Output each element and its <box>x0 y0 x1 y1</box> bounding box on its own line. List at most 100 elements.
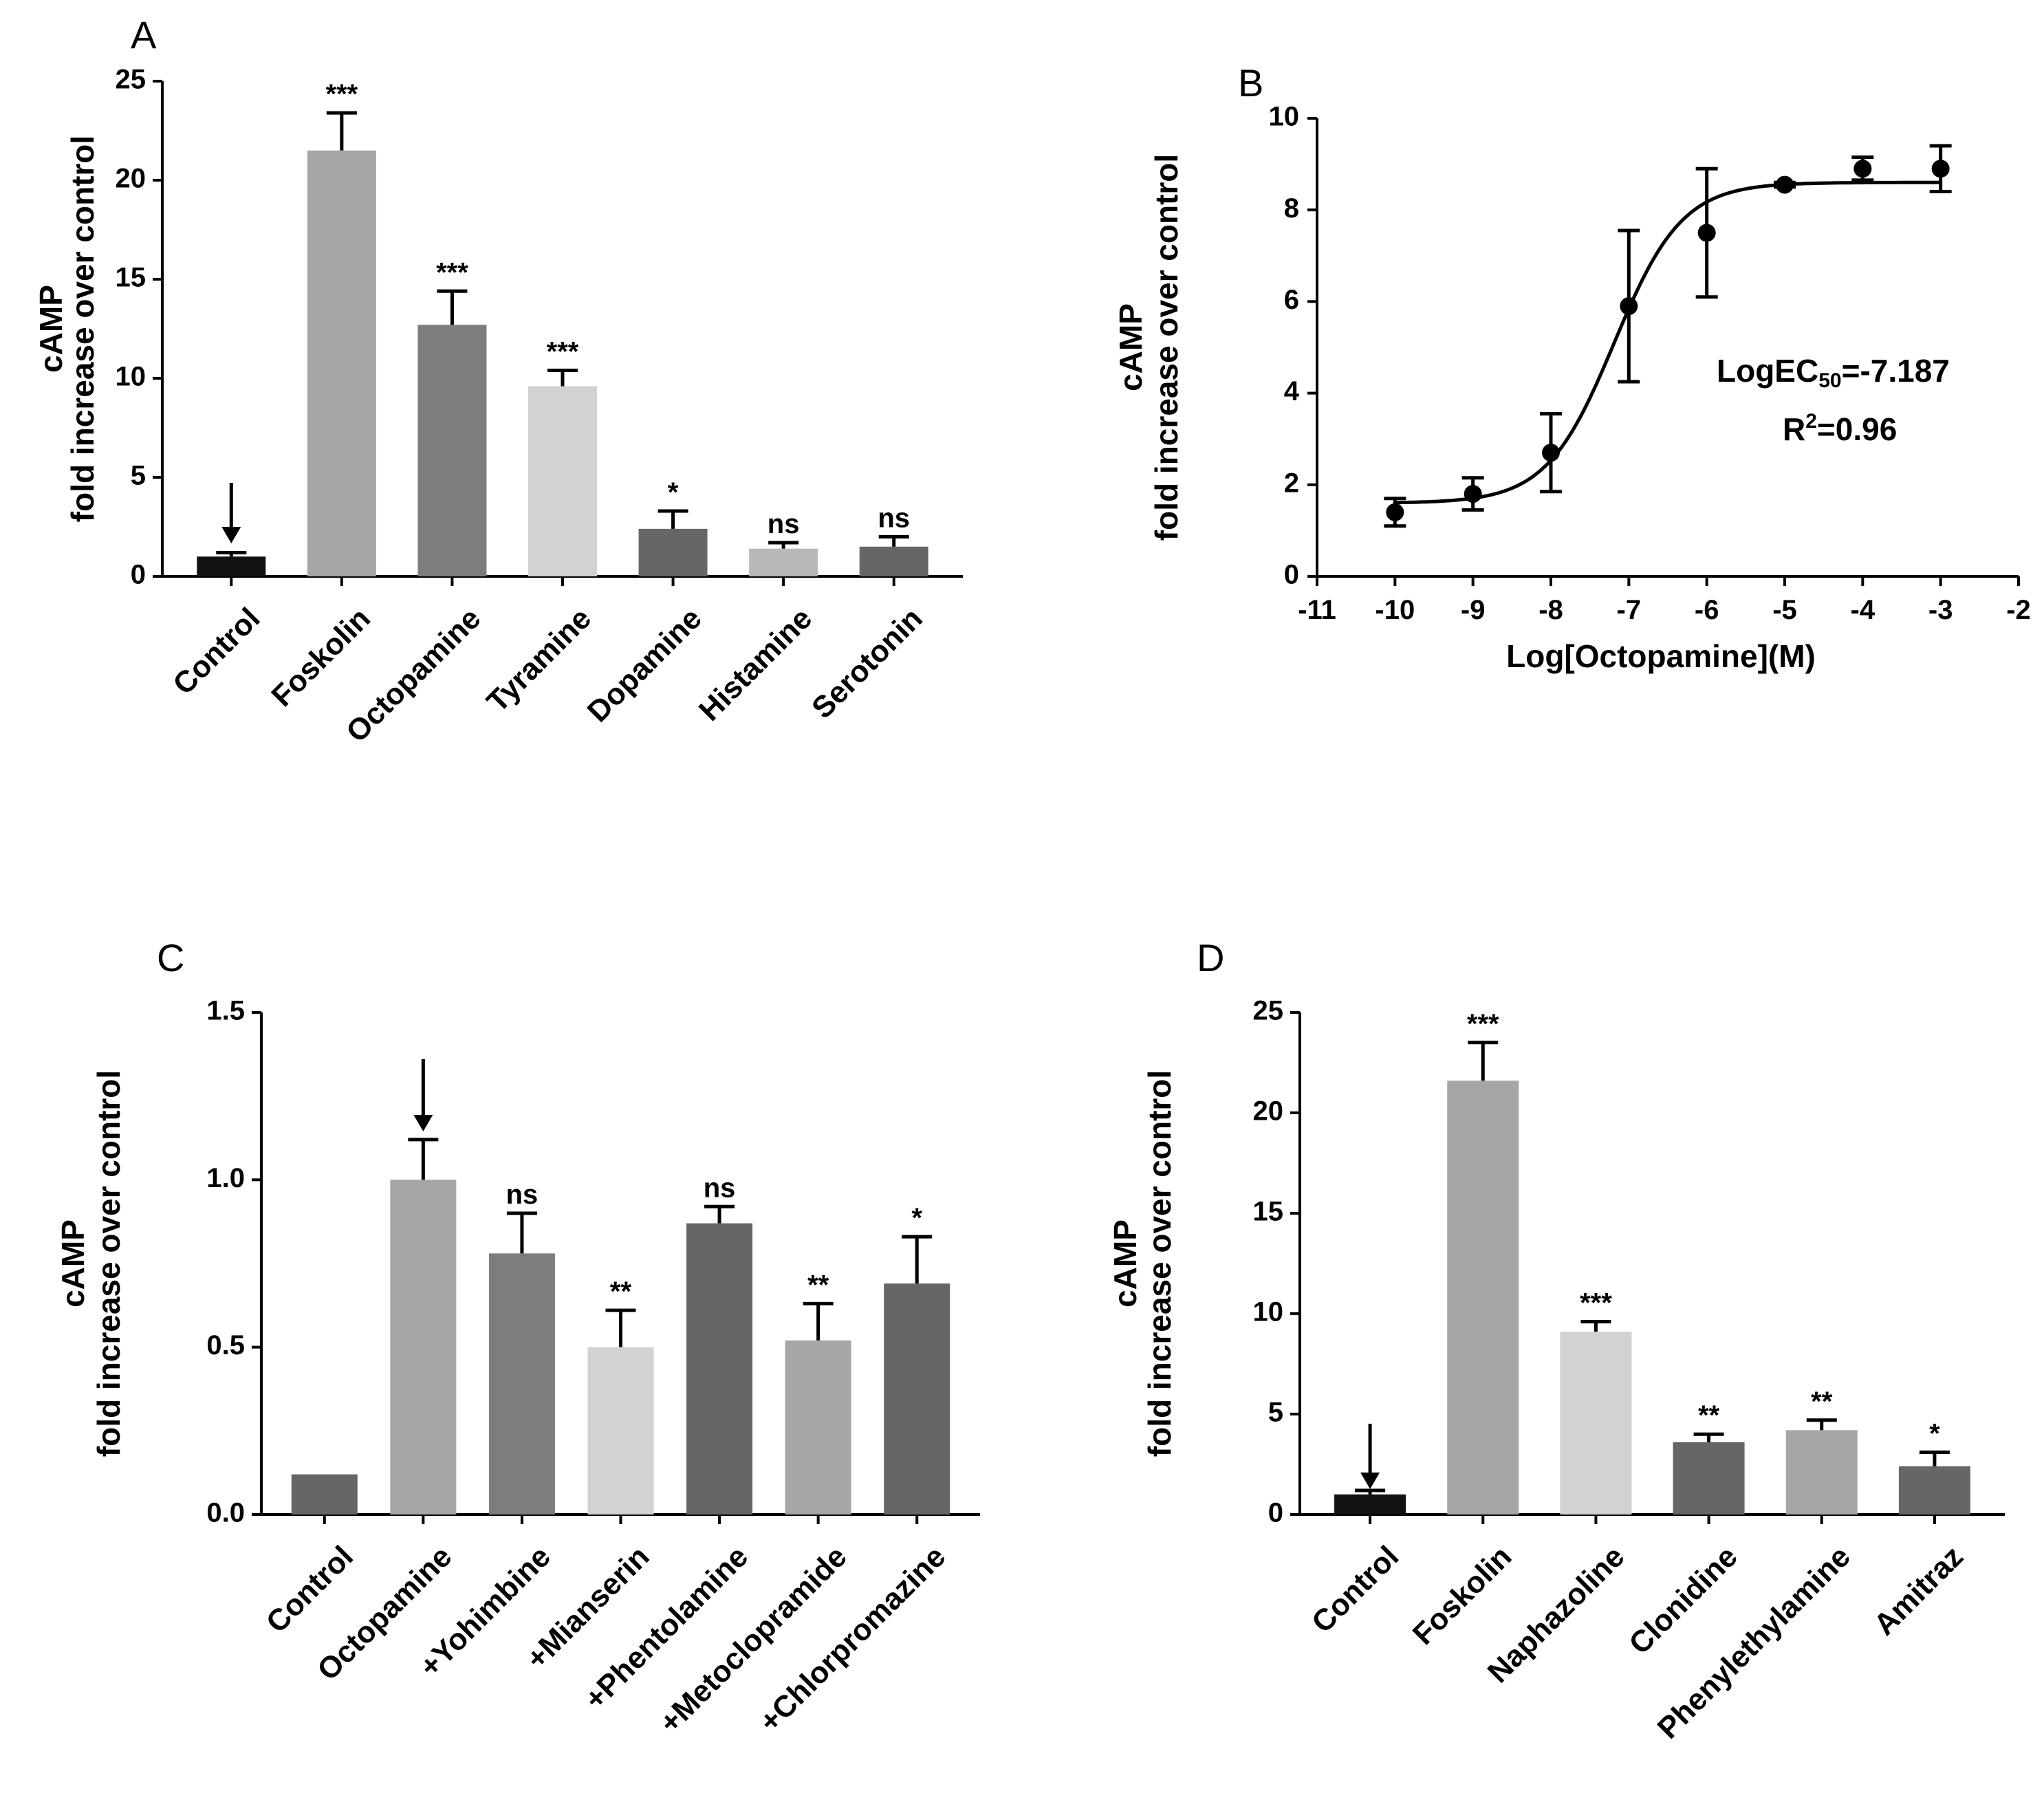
category-label: Phenylethylamine <box>1651 1539 1857 1745</box>
bar <box>686 1223 753 1515</box>
significance-label: ** <box>1698 1400 1720 1431</box>
category-label: Control <box>260 1539 360 1639</box>
category-label: Control <box>166 601 266 701</box>
significance-label: ** <box>610 1277 632 1307</box>
logec50-prefix: LogEC <box>1717 353 1818 389</box>
bar <box>638 528 708 576</box>
down-arrow-icon <box>413 1115 433 1131</box>
data-point <box>1542 444 1560 462</box>
y-tick-label: 1.0 <box>206 1163 245 1193</box>
data-point <box>1776 175 1794 194</box>
y-axis-label-title: cAMP <box>1113 303 1149 391</box>
x-tick-label: -11 <box>1298 595 1336 625</box>
category-label: +Metoclopramide <box>653 1539 853 1739</box>
y-tick-label: 0 <box>1284 560 1299 590</box>
y-tick-label: 0 <box>1268 1498 1283 1528</box>
r-squared-prefix: R <box>1783 411 1805 447</box>
significance-label: * <box>911 1203 922 1233</box>
x-tick-label: -9 <box>1461 595 1486 625</box>
x-axis-label: Log[Octopamine](M) <box>1506 638 1816 674</box>
bar <box>291 1474 358 1515</box>
bar <box>749 548 818 576</box>
significance-label: *** <box>436 257 468 287</box>
r-squared-superscript: 2 <box>1805 410 1817 433</box>
y-axis-label-subtitle: fold increase over control <box>1149 154 1184 541</box>
significance-label: ns <box>878 503 910 533</box>
y-axis-label-subtitle: fold increase over control <box>1142 1070 1177 1457</box>
x-tick-label: -3 <box>1928 595 1953 625</box>
panel-a: A0510152025Control***Foskolin***Octopami… <box>116 13 963 749</box>
bar <box>1447 1081 1519 1515</box>
y-tick-label: 15 <box>116 263 146 293</box>
category-label: Tyramine <box>480 601 598 719</box>
bar <box>884 1283 950 1515</box>
x-tick-label: -5 <box>1772 595 1797 625</box>
y-tick-label: 2 <box>1284 468 1299 498</box>
y-tick-label: 10 <box>1269 102 1300 132</box>
x-tick-label: -6 <box>1695 595 1719 625</box>
down-arrow-icon <box>221 527 241 543</box>
category-label: Clonidine <box>1622 1539 1743 1660</box>
data-point <box>1853 160 1872 178</box>
significance-label: ns <box>768 509 800 539</box>
significance-label: ** <box>807 1270 829 1300</box>
y-axis-label-subtitle: fold increase over control <box>65 135 100 522</box>
bar <box>1898 1466 1970 1515</box>
x-tick-label: -10 <box>1375 595 1415 625</box>
significance-label: ** <box>1811 1387 1833 1417</box>
data-point <box>1386 503 1404 521</box>
bar <box>859 546 928 576</box>
data-point <box>1620 297 1638 316</box>
category-label: Foskolin <box>265 601 377 713</box>
panel-label: B <box>1238 61 1263 105</box>
y-tick-label: 8 <box>1284 193 1299 224</box>
category-label: +Chlorpromazine <box>753 1539 953 1739</box>
y-axis-label-title: cAMP <box>33 285 69 373</box>
y-axis-label-title: cAMP <box>1107 1219 1143 1307</box>
y-axis-label-title: cAMP <box>55 1219 91 1307</box>
r-squared-value: =0.96 <box>1817 411 1897 447</box>
significance-label: *** <box>1467 1009 1499 1039</box>
down-arrow-icon <box>1360 1473 1380 1489</box>
panel-c: C0.00.51.01.5ControlOctopaminens+Yohimbi… <box>157 936 980 1740</box>
category-label: Amitraz <box>1867 1539 1970 1642</box>
y-tick-label: 20 <box>116 164 146 194</box>
r-squared-annotation: R2=0.96 <box>1783 410 1897 447</box>
data-point <box>1931 160 1950 178</box>
x-tick-label: -8 <box>1539 595 1563 625</box>
y-tick-label: 25 <box>116 65 146 95</box>
y-tick-label: 10 <box>116 362 146 392</box>
y-tick-label: 10 <box>1253 1297 1284 1327</box>
y-tick-label: 0 <box>131 560 146 590</box>
y-tick-label: 25 <box>1253 996 1284 1026</box>
bar <box>390 1180 457 1515</box>
bar <box>1334 1494 1406 1515</box>
panel-b: B 0 2 4 6 8 10 -11 -10 -9 -8 -7 -6 -5 -4 -3 -2 Log[Octopa… <box>1238 61 2031 674</box>
significance-label: * <box>668 477 679 508</box>
bar <box>785 1340 851 1515</box>
significance-label: *** <box>326 79 358 109</box>
significance-label: * <box>1929 1418 1940 1448</box>
x-tick-label: -7 <box>1617 595 1642 625</box>
panel-label: D <box>1197 936 1224 979</box>
significance-label: *** <box>547 336 579 367</box>
significance-label: ns <box>704 1173 736 1203</box>
y-tick-label: 6 <box>1284 285 1299 315</box>
bar <box>1785 1430 1858 1515</box>
bar <box>417 325 487 576</box>
logec50-subscript: 50 <box>1818 369 1841 392</box>
panel-label: A <box>131 13 157 56</box>
data-point <box>1464 485 1482 503</box>
logec50-annotation: LogEC50=-7.187 <box>1717 353 1950 392</box>
significance-label: ns <box>506 1180 539 1210</box>
bar <box>307 150 376 577</box>
category-label: Dopamine <box>581 601 708 728</box>
y-tick-label: 4 <box>1284 376 1300 406</box>
significance-label: *** <box>1580 1288 1612 1318</box>
category-label: Control <box>1305 1539 1405 1639</box>
y-axis-label-subtitle: fold increase over control <box>91 1070 127 1457</box>
y-tick-label: 0.0 <box>206 1498 245 1528</box>
bar <box>1673 1442 1745 1515</box>
bar <box>528 386 597 576</box>
